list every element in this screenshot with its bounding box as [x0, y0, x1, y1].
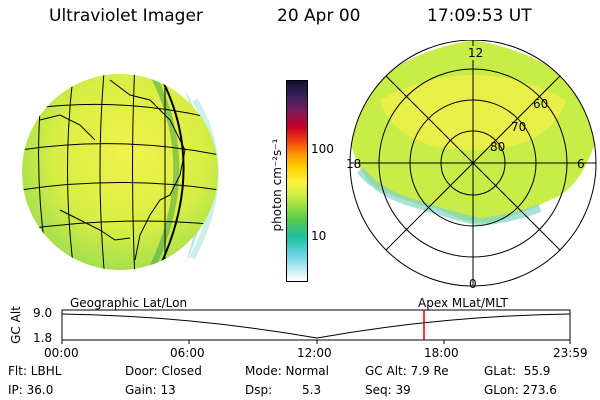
gc-alt-info: GC Alt: 7.9 Re	[365, 364, 449, 378]
dsp-value: 5.3	[302, 383, 322, 397]
x-tick-1200: 12:00	[297, 346, 332, 360]
polar-diagonal-b	[385, 75, 561, 251]
observation-time: 17:09:53 UT	[427, 6, 532, 26]
timeline-plot	[61, 309, 571, 344]
gain-info: Gain: 13	[125, 383, 176, 397]
mlt-label-12: 12	[467, 46, 485, 60]
polar-plot	[349, 40, 597, 287]
x-tick-0600: 06:00	[170, 346, 205, 360]
glat-info: GLat: 55.9	[484, 364, 551, 378]
x-tick-0000: 00:00	[44, 346, 79, 360]
lat-label-70: 70	[511, 120, 527, 134]
lat-label-60: 60	[533, 97, 549, 111]
dsp-label: Dsp:	[245, 383, 273, 397]
seq-info: Seq: 39	[365, 383, 411, 397]
glon-info: GLon: 273.6	[484, 383, 557, 397]
ip-info: IP: 36.0	[8, 383, 54, 397]
door-info: Door: Closed	[125, 364, 202, 378]
lat-label-80: 80	[490, 140, 506, 154]
globe-image	[22, 74, 219, 270]
timeline-left-label: Geographic Lat/Lon	[70, 296, 188, 310]
timeline-right-label: Apex MLat/MLT	[418, 296, 508, 310]
instrument-title: Ultraviolet Imager	[49, 6, 203, 26]
timeline-axis-title: GC Alt	[9, 306, 23, 344]
timeline-altitude-curve	[61, 313, 571, 339]
filter-info: Flt: LBHL	[8, 364, 62, 378]
mlt-label-0: 0	[469, 277, 477, 291]
timeline-y-min: 1.8	[33, 331, 53, 345]
globe-disk	[22, 74, 218, 270]
timeline-frame	[61, 309, 571, 341]
x-tick-2359: 23:59	[553, 346, 588, 360]
colorbar	[286, 80, 308, 282]
timeline-y-max: 9.0	[33, 306, 53, 320]
mode-info: Mode: Normal	[245, 364, 329, 378]
x-tick-1800: 18:00	[424, 346, 459, 360]
colorbar-tick-100: 100	[311, 142, 334, 156]
colorbar-tick-10: 10	[311, 229, 327, 243]
mlt-label-6: 6	[577, 157, 585, 171]
mlt-label-18: 18	[346, 157, 362, 171]
colorbar-unit-label: photon cm⁻²s⁻¹	[270, 138, 284, 232]
observation-date: 20 Apr 00	[277, 6, 361, 26]
